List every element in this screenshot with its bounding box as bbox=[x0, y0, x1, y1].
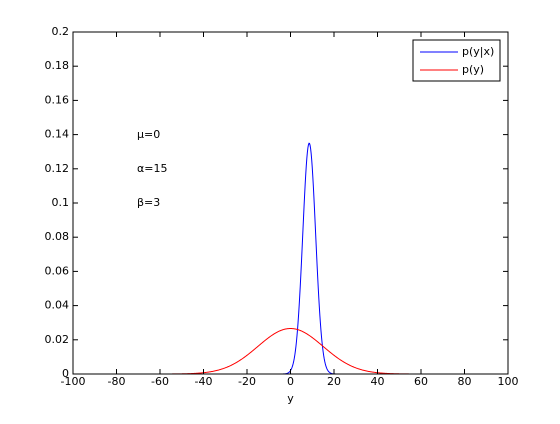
x-tick-label: 40 bbox=[371, 375, 385, 388]
x-tick-label: -20 bbox=[238, 375, 256, 388]
y-tick-label: 0.18 bbox=[45, 59, 70, 72]
y-tick-label: 0.2 bbox=[52, 25, 70, 38]
x-tick-label: 20 bbox=[327, 375, 341, 388]
x-tick-label: -80 bbox=[108, 375, 126, 388]
axes-layer: 0 0.02 0.04 0.06 0.08 0.1 0.12 0.14 0.16 0.18 0.2 -… bbox=[45, 25, 519, 388]
y-tick-label: 0.02 bbox=[45, 333, 70, 346]
legend-label: p(y) bbox=[462, 63, 484, 76]
annotation-text: μ=0 bbox=[137, 128, 160, 141]
y-tick-label: 0.1 bbox=[52, 196, 70, 209]
x-tick-label: 0 bbox=[287, 375, 294, 388]
series-line-1 bbox=[73, 328, 508, 374]
plot-area bbox=[73, 32, 508, 374]
legend: p(y|x) p(y) bbox=[412, 39, 501, 82]
x-tick-label: 60 bbox=[414, 375, 428, 388]
y-tick-label: 0.16 bbox=[45, 93, 70, 106]
x-tick-label: 80 bbox=[458, 375, 472, 388]
y-tick-label: 0 bbox=[62, 367, 69, 380]
x-tick-label: -60 bbox=[151, 375, 169, 388]
y-tick-label: 0.14 bbox=[45, 128, 70, 141]
legend-label: p(y|x) bbox=[462, 45, 494, 58]
y-tick-label: 0.06 bbox=[45, 264, 70, 277]
y-tick-label: 0.04 bbox=[45, 299, 70, 312]
y-tick-label: 0.08 bbox=[45, 230, 70, 243]
legend-box bbox=[412, 39, 501, 82]
annotation-layer: μ=0 α=15 β=3 bbox=[137, 128, 167, 209]
x-tick-label: -40 bbox=[195, 375, 213, 388]
annotation-text: α=15 bbox=[137, 162, 167, 175]
annotation-text: β=3 bbox=[137, 196, 160, 209]
x-tick-label: 100 bbox=[498, 375, 519, 388]
y-tick-label: 0.12 bbox=[45, 162, 70, 175]
x-tick-label: -100 bbox=[61, 375, 86, 388]
x-axis-label: y bbox=[287, 392, 294, 405]
